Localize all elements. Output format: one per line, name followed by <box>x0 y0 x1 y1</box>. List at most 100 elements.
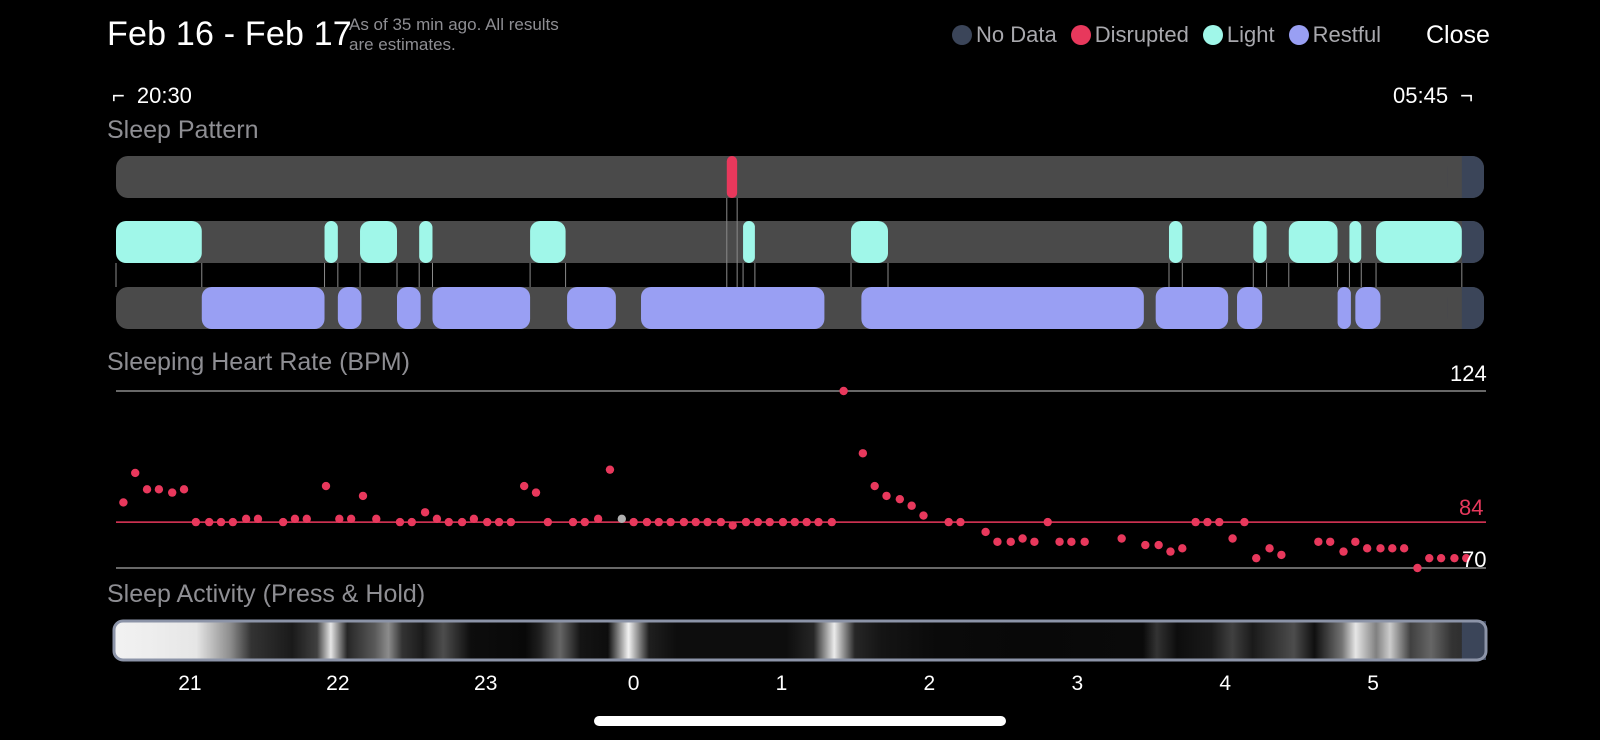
light-segment <box>324 221 338 263</box>
legend-light-dot <box>1202 25 1223 45</box>
hr-point <box>167 488 177 497</box>
hr-point <box>870 481 879 491</box>
hr-point <box>302 514 311 524</box>
hr-point <box>907 501 916 510</box>
hr-point <box>191 517 201 527</box>
disrupted-segment <box>726 156 738 198</box>
hr-point <box>483 517 492 527</box>
hr-avg-value: 84 <box>1459 495 1484 520</box>
hr-point <box>204 517 214 527</box>
axis-tick-2: 2 <box>923 672 936 695</box>
restful-segment <box>1355 287 1381 329</box>
legend-no-data: No Data <box>952 22 1057 48</box>
hr-point <box>1413 563 1422 573</box>
track-disrupted <box>116 156 1484 198</box>
start-time-value: 20:30 <box>136 83 192 108</box>
close-button[interactable]: Close <box>1426 21 1490 49</box>
hr-point <box>741 517 751 527</box>
hr-point <box>216 517 226 527</box>
hr-point <box>372 514 381 524</box>
home-indicator[interactable] <box>594 716 1006 726</box>
date-range-title: Feb 16 - Feb 17 <box>107 15 352 53</box>
hr-point <box>944 517 953 527</box>
end-time-value: 05:45 <box>1393 83 1449 108</box>
legend-disrupted-dot <box>1070 25 1091 45</box>
hr-point <box>1006 537 1015 546</box>
axis-tick-22: 22 <box>326 672 350 695</box>
hr-point <box>1030 537 1039 546</box>
hr-point <box>691 517 700 527</box>
as-of-line-1: As of 35 min ago. All results <box>349 15 559 34</box>
axis-tick-1: 1 <box>775 672 788 695</box>
hr-point <box>1399 544 1409 553</box>
hr-point <box>1277 550 1286 560</box>
restful-segment <box>201 287 325 329</box>
hr-point <box>956 517 965 527</box>
end-bracket-icon: ¬ <box>1460 83 1473 108</box>
hr-point <box>1203 517 1212 527</box>
axis-tick-4: 4 <box>1219 672 1232 695</box>
hr-point <box>839 386 848 396</box>
hr-point <box>802 517 811 527</box>
hr-point <box>142 485 152 494</box>
hr-point <box>420 508 430 517</box>
hr-point <box>228 517 238 527</box>
light-segment <box>1376 221 1462 263</box>
hr-point <box>654 517 663 527</box>
axis-tick-0: 0 <box>627 672 640 695</box>
light-segment <box>1253 221 1267 263</box>
hr-point <box>290 514 300 524</box>
hr-point <box>1425 553 1434 563</box>
restful-segment <box>1337 287 1351 329</box>
start-bracket-icon: ⌐ <box>112 83 125 108</box>
restful-segment <box>1155 287 1229 329</box>
hr-point <box>666 517 675 527</box>
hr-point <box>1228 534 1237 543</box>
hr-point <box>895 494 905 504</box>
restful-segment <box>641 287 825 329</box>
hr-point-gray <box>617 514 626 524</box>
light-segment <box>116 221 202 263</box>
activity-no-data <box>1461 621 1486 660</box>
restful-segment <box>432 287 531 329</box>
hr-point <box>605 465 615 474</box>
legend: No Data Disrupted Light Restful <box>952 20 1381 50</box>
heart-rate-label: Sleeping Heart Rate (BPM) <box>107 348 410 376</box>
light-segment <box>419 221 433 263</box>
axis-tick-23: 23 <box>474 672 498 695</box>
hr-point <box>1117 534 1126 543</box>
end-time: 05:45 ¬ <box>1393 83 1473 109</box>
hr-point <box>119 498 128 507</box>
light-segment <box>530 221 566 263</box>
hr-point <box>882 491 891 501</box>
hr-point <box>981 527 990 537</box>
hr-point <box>395 517 405 527</box>
legend-disrupted-label: Disrupted <box>1094 22 1189 47</box>
sleep-activity-label: Sleep Activity (Press & Hold) <box>107 580 426 608</box>
hr-point <box>335 514 344 524</box>
hr-point <box>716 517 726 527</box>
legend-disrupted: Disrupted <box>1070 22 1189 48</box>
hr-point <box>1055 537 1064 546</box>
light-segment <box>1168 221 1183 263</box>
restful-segment <box>1237 287 1263 329</box>
hr-point <box>131 468 140 478</box>
hr-point <box>432 514 442 524</box>
hr-point <box>531 488 541 497</box>
hr-point <box>519 481 529 491</box>
hr-point <box>642 517 652 527</box>
light-segment <box>360 221 397 263</box>
hr-point <box>778 517 788 527</box>
hr-point <box>457 517 467 527</box>
as-of-line-2: are estimates. <box>349 35 456 54</box>
hr-point <box>790 517 800 527</box>
hr-point <box>241 514 251 524</box>
hr-min-value: 70 <box>1462 547 1487 572</box>
hr-point <box>278 517 288 527</box>
sleep-activity-chart[interactable] <box>112 619 1488 662</box>
hr-point <box>1362 544 1372 553</box>
hr-point <box>494 517 504 527</box>
hr-point <box>728 521 737 530</box>
axis-tick-5: 5 <box>1367 672 1379 695</box>
